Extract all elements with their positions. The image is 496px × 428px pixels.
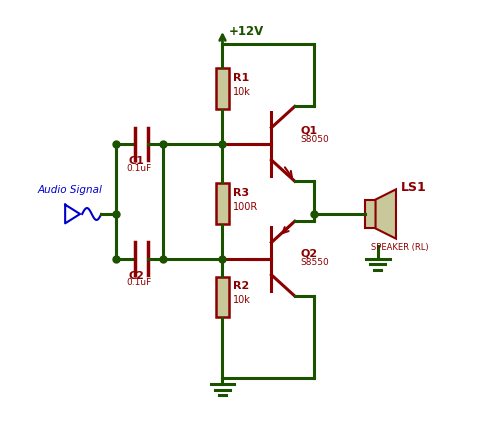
Text: 100R: 100R [233, 202, 258, 212]
Text: +12V: +12V [229, 24, 264, 38]
Text: R2: R2 [233, 281, 249, 291]
Bar [216, 68, 229, 109]
Text: Audio Signal: Audio Signal [38, 185, 102, 195]
Text: S8550: S8550 [300, 259, 329, 268]
Text: C1: C1 [129, 156, 145, 166]
Text: 10k: 10k [233, 86, 251, 96]
Text: 0.1uF: 0.1uF [127, 163, 152, 172]
Text: R3: R3 [233, 188, 249, 198]
Polygon shape [375, 189, 396, 239]
Text: LS1: LS1 [401, 181, 427, 193]
Text: R1: R1 [233, 73, 249, 83]
Bar [216, 277, 229, 317]
Text: S8050: S8050 [300, 135, 329, 144]
Text: 10k: 10k [233, 295, 251, 305]
Bar [216, 183, 229, 223]
Text: C2: C2 [129, 271, 145, 281]
Text: SPEAKER (RL): SPEAKER (RL) [372, 243, 429, 252]
Text: Q2: Q2 [300, 249, 317, 259]
Text: 0.1uF: 0.1uF [127, 279, 152, 288]
Bar [366, 199, 375, 229]
Text: Q1: Q1 [300, 125, 317, 135]
